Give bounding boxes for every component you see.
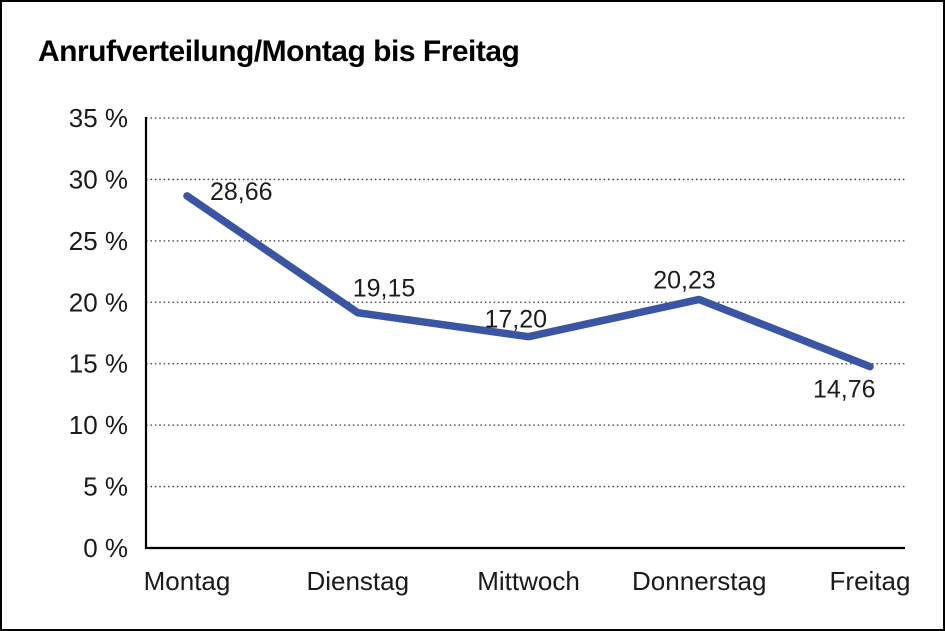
svg-text:35 %: 35 % [69,103,128,133]
svg-text:28,66: 28,66 [210,178,273,206]
svg-text:17,20: 17,20 [485,306,548,334]
svg-text:10 %: 10 % [69,410,128,440]
x-axis-labels: Montag Dienstag Mittwoch Donnerstag Freitag [144,566,911,596]
svg-text:20,23: 20,23 [653,266,716,294]
data-point-labels: 28,66 19,15 17,20 20,23 14,76 [210,178,876,404]
svg-text:Dienstag: Dienstag [306,566,409,596]
svg-text:Mittwoch: Mittwoch [477,566,580,596]
data-series-line [183,192,874,371]
svg-text:Freitag: Freitag [830,566,911,596]
gridlines [146,117,905,488]
svg-text:Montag: Montag [144,566,231,596]
y-axis-labels: 0 % 5 % 10 % 15 % 20 % 25 % 30 % 35 % [69,103,128,563]
svg-text:14,76: 14,76 [813,376,876,404]
svg-text:5 %: 5 % [83,472,128,502]
svg-text:19,15: 19,15 [353,275,416,303]
axes [144,117,905,550]
svg-text:15 %: 15 % [69,349,128,379]
svg-text:0 %: 0 % [83,533,128,563]
chart-title: Anrufverteilung/Montag bis Freitag [38,35,520,68]
svg-text:25 %: 25 % [69,226,128,256]
svg-text:30 %: 30 % [69,164,128,194]
svg-text:20 %: 20 % [69,287,128,317]
svg-text:Donnerstag: Donnerstag [632,566,766,596]
